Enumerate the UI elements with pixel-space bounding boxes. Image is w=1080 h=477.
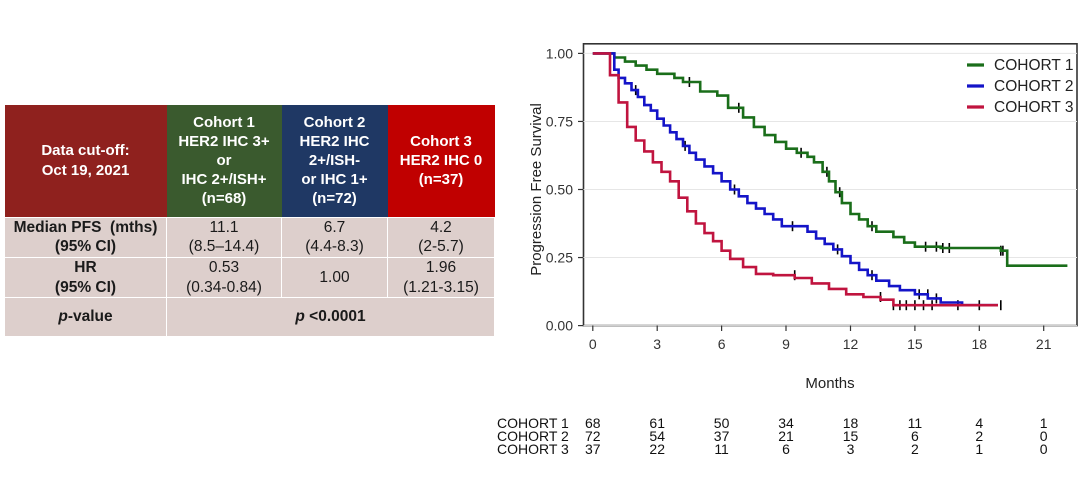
svg-text:Progression Free Survival: Progression Free Survival xyxy=(528,103,545,276)
svg-text:COHORT 3: COHORT 3 xyxy=(497,441,569,457)
svg-text:37: 37 xyxy=(585,441,601,457)
svg-text:0.25: 0.25 xyxy=(546,250,573,266)
svg-text:2: 2 xyxy=(911,441,919,457)
svg-text:0.75: 0.75 xyxy=(546,114,573,130)
svg-text:1.00: 1.00 xyxy=(546,46,573,62)
svg-text:22: 22 xyxy=(649,441,665,457)
svg-text:6: 6 xyxy=(718,336,726,352)
svg-text:3: 3 xyxy=(847,441,855,457)
svg-text:6: 6 xyxy=(782,441,790,457)
svg-text:COHORT 1: COHORT 1 xyxy=(994,57,1074,74)
svg-text:9: 9 xyxy=(782,336,790,352)
svg-text:0: 0 xyxy=(1040,441,1048,457)
svg-text:COHORT 3: COHORT 3 xyxy=(994,99,1074,116)
svg-text:1: 1 xyxy=(975,441,983,457)
svg-text:15: 15 xyxy=(907,336,923,352)
svg-text:0.50: 0.50 xyxy=(546,182,573,198)
svg-text:3: 3 xyxy=(653,336,661,352)
svg-text:11: 11 xyxy=(714,441,729,457)
svg-text:18: 18 xyxy=(972,336,988,352)
svg-text:0: 0 xyxy=(589,336,597,352)
svg-text:COHORT 2: COHORT 2 xyxy=(994,78,1074,95)
svg-text:21: 21 xyxy=(1036,336,1052,352)
svg-text:0.00: 0.00 xyxy=(546,318,573,334)
svg-text:12: 12 xyxy=(843,336,859,352)
svg-text:Months: Months xyxy=(805,375,854,392)
